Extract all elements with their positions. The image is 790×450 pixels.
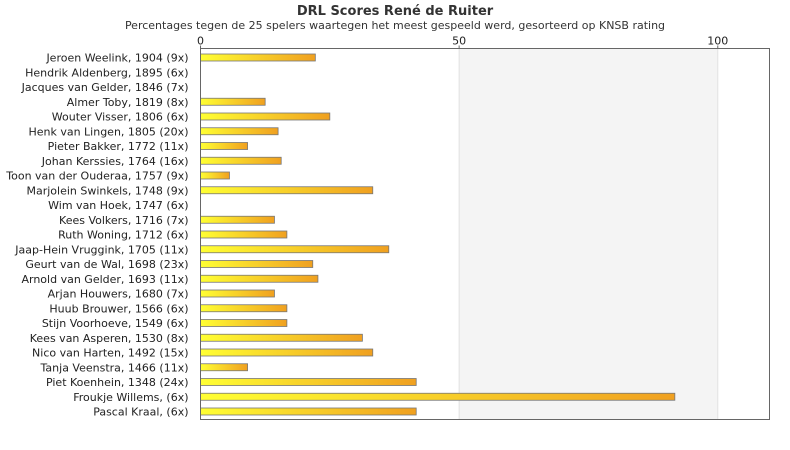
bar [200,230,288,239]
category-label: Henk van Lingen, 1805 (20x) [28,125,188,138]
bar [200,142,248,150]
plot-frame [200,48,770,420]
x-axis-tick-labels: 0 50 100 [197,35,728,48]
category-label: Jeroen Weelink, 1904 (9x) [45,52,188,65]
bar [200,156,282,165]
category-label: Ruth Woning, 1712 (6x) [58,229,188,242]
category-label: Geurt van de Wal, 1698 (23x) [25,258,188,271]
bar [200,53,316,62]
category-label: Froukje Willems, (6x) [73,391,188,404]
bar [200,186,374,195]
category-label: Huub Brouwer, 1566 (6x) [49,302,188,315]
bar [200,274,319,283]
bar [200,112,331,121]
category-label: Wim van Hoek, 1747 (6x) [48,199,188,212]
category-label: Tanja Veenstra, 1466 (11x) [40,361,189,374]
bar [200,127,279,136]
plot-background-bands [459,48,718,420]
x-tick-label: 50 [452,35,466,48]
category-label: Jaap-Hein Vruggink, 1705 (11x) [14,243,188,256]
category-label: Arnold van Gelder, 1693 (11x) [21,273,188,286]
bar [200,97,266,106]
category-label: Hendrik Aldenberg, 1895 (6x) [25,66,188,79]
category-label: Kees Volkers, 1716 (7x) [59,214,188,227]
background-band [459,48,718,420]
category-labels: Jeroen Weelink, 1904 (9x)Hendrik Aldenbe… [5,52,188,419]
category-label: Wouter Visser, 1806 (6x) [52,111,189,124]
chart-title: DRL Scores René de Ruiter [297,4,494,19]
bar [200,171,230,180]
category-label: Kees van Asperen, 1530 (8x) [30,332,189,345]
bar [200,348,374,357]
bar [200,304,288,313]
bar [200,289,275,298]
bar [200,392,676,401]
bar [200,363,248,372]
category-label: Jacques van Gelder, 1846 (7x) [21,81,189,94]
bar [200,378,417,386]
category-label: Pieter Bakker, 1772 (11x) [48,140,189,153]
chart-subtitle: Percentages tegen de 25 spelers waartege… [125,19,665,32]
category-label: Stijn Voorhoeve, 1549 (6x) [42,317,189,330]
category-label: Arjan Houwers, 1680 (7x) [48,288,189,301]
category-label: Johan Kerssies, 1764 (16x) [41,155,189,168]
x-tick-label: 100 [707,35,728,48]
gridlines [200,45,719,420]
bar [200,260,314,268]
category-label: Toon van der Ouderaa, 1757 (9x) [5,170,188,183]
category-label: Marjolein Swinkels, 1748 (9x) [26,184,188,197]
category-label: Almer Toby, 1819 (8x) [67,96,189,109]
bar [200,407,417,416]
bar [200,245,390,254]
category-label: Piet Koenhein, 1348 (24x) [46,376,189,389]
bar [200,215,275,224]
x-tick-label: 0 [197,35,204,48]
category-label: Pascal Kraal, (6x) [93,406,188,419]
bar [200,333,363,342]
bar [200,319,288,327]
category-label: Nico van Harten, 1492 (15x) [32,347,188,360]
